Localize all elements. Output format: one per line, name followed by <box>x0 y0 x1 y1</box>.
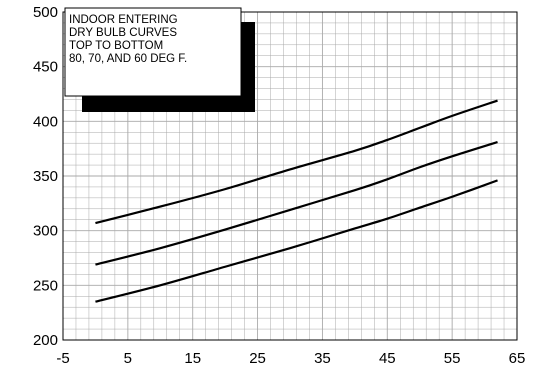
series-line-3 <box>95 179 498 303</box>
y-axis-ticks: 200 250 300 350 400 450 500 <box>33 4 58 349</box>
x-tick-label: 25 <box>249 350 266 367</box>
x-tick-label: 45 <box>379 350 396 367</box>
x-axis-ticks: -5 5 15 25 35 45 55 65 <box>56 350 525 367</box>
x-tick-label: 65 <box>509 350 526 367</box>
x-tick-label: 5 <box>124 350 132 367</box>
y-tick-label: 500 <box>33 4 58 21</box>
series-line-1 <box>95 99 498 225</box>
note-line-2: DRY BULB CURVES <box>69 27 177 39</box>
x-tick-label: 55 <box>444 350 461 367</box>
x-tick-label: -5 <box>56 350 69 367</box>
y-tick-label: 250 <box>33 277 58 294</box>
note-box <box>64 7 242 97</box>
y-tick-label: 200 <box>33 332 58 349</box>
x-tick-label: 15 <box>184 350 201 367</box>
plot-frame <box>62 11 518 341</box>
y-tick-label: 300 <box>33 223 58 240</box>
note-line-3: TOP TO BOTTOM <box>69 40 163 52</box>
note-line-1: INDOOR ENTERING <box>69 14 178 26</box>
y-tick-label: 350 <box>33 168 58 185</box>
note-line-4: 80, 70, AND 60 DEG F. <box>69 53 187 65</box>
x-tick-label: 35 <box>314 350 331 367</box>
series-line-2 <box>95 141 498 266</box>
y-tick-label: 450 <box>33 59 58 76</box>
series-layer <box>95 99 498 303</box>
legend-note: INDOOR ENTERING DRY BULB CURVES TOP TO B… <box>64 7 255 112</box>
y-tick-label: 400 <box>33 113 58 130</box>
